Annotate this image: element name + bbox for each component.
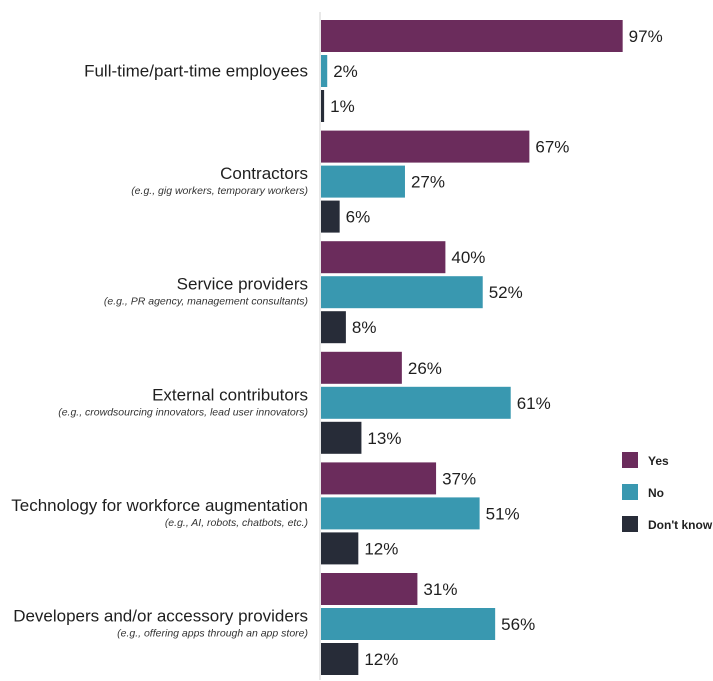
legend-swatch bbox=[622, 516, 638, 532]
category-sublabel: (e.g., AI, robots, chatbots, etc.) bbox=[165, 517, 308, 529]
legend-swatch bbox=[622, 484, 638, 500]
labels-layer: Full-time/part-time employees 97% 2% 1% Cont… bbox=[11, 27, 662, 669]
legend-label: Yes bbox=[648, 454, 669, 468]
legend-label: No bbox=[648, 486, 664, 500]
bar-don-t-know bbox=[321, 421, 362, 454]
category-sublabel: (e.g., PR agency, management consultants… bbox=[104, 296, 308, 308]
value-label: 12% bbox=[364, 650, 398, 669]
category-label: Contractors bbox=[220, 164, 308, 183]
value-label: 26% bbox=[408, 359, 442, 378]
bar-no bbox=[321, 608, 496, 640]
category-sublabel: (e.g., crowdsourcing innovators, lead us… bbox=[58, 406, 308, 418]
bar-no bbox=[321, 497, 480, 530]
value-label: 97% bbox=[629, 27, 663, 46]
bar-don-t-know bbox=[321, 532, 359, 565]
value-label: 2% bbox=[333, 62, 358, 81]
legend: Yes No Don't know bbox=[622, 452, 713, 532]
value-label: 13% bbox=[367, 429, 401, 448]
value-label: 27% bbox=[411, 173, 445, 192]
bar-yes bbox=[321, 462, 437, 495]
bar-don-t-know bbox=[321, 200, 340, 233]
bar-don-t-know bbox=[321, 643, 359, 675]
legend-swatch bbox=[622, 452, 638, 468]
value-label: 37% bbox=[442, 469, 476, 488]
bar-yes bbox=[321, 130, 530, 163]
bar-no bbox=[321, 55, 328, 87]
legend-label: Don't know bbox=[648, 518, 713, 532]
value-label: 6% bbox=[346, 208, 371, 227]
value-label: 52% bbox=[489, 283, 523, 302]
bars-layer bbox=[321, 20, 623, 675]
bar-no bbox=[321, 386, 511, 419]
category-label: Full-time/part-time employees bbox=[84, 62, 308, 81]
category-label: External contributors bbox=[152, 385, 308, 404]
bar-yes bbox=[321, 351, 402, 384]
value-label: 67% bbox=[535, 138, 569, 157]
value-label: 8% bbox=[352, 318, 377, 337]
category-label: Service providers bbox=[177, 275, 308, 294]
value-label: 40% bbox=[451, 248, 485, 267]
bar-don-t-know bbox=[321, 311, 346, 344]
bar-no bbox=[321, 165, 405, 198]
bar-yes bbox=[321, 573, 418, 605]
value-label: 12% bbox=[364, 539, 398, 558]
category-label: Developers and/or accessory providers bbox=[13, 607, 308, 626]
value-label: 51% bbox=[486, 504, 520, 523]
category-sublabel: (e.g., offering apps through an app stor… bbox=[117, 628, 308, 640]
category-sublabel: (e.g., gig workers, temporary workers) bbox=[131, 185, 308, 197]
bar-yes bbox=[321, 20, 623, 52]
value-label: 31% bbox=[423, 580, 457, 599]
category-label: Technology for workforce augmentation bbox=[11, 496, 308, 515]
bar-no bbox=[321, 276, 483, 309]
value-label: 1% bbox=[330, 97, 355, 116]
value-label: 56% bbox=[501, 615, 535, 634]
bar-don-t-know bbox=[321, 90, 325, 122]
value-label: 61% bbox=[517, 394, 551, 413]
bar-yes bbox=[321, 241, 446, 274]
